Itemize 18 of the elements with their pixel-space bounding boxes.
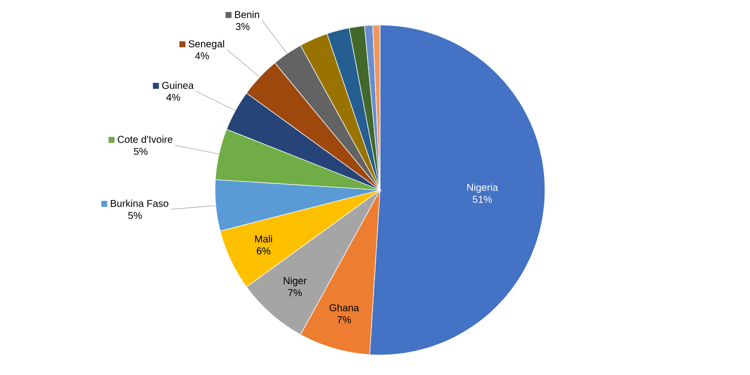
slice-label: Ghana xyxy=(330,304,360,312)
data-label: 3% xyxy=(236,23,250,30)
slice-label: Mali xyxy=(255,235,272,242)
legend-label: Guinea xyxy=(162,82,194,89)
data-label: 4% xyxy=(166,94,180,101)
data-label: 6% xyxy=(256,247,270,254)
legend-label: Cote d'Ivoire xyxy=(118,136,172,143)
data-label: 7% xyxy=(337,316,351,324)
data-label: 7% xyxy=(288,289,302,296)
slice-label: Nigeria xyxy=(467,184,498,193)
data-label: 4% xyxy=(195,52,209,60)
data-label: 5% xyxy=(134,148,148,155)
legend-label: Burkina Faso xyxy=(110,200,168,207)
data-label: 5% xyxy=(128,212,142,219)
slice-label: Niger xyxy=(284,276,307,286)
legend-label: Senegal xyxy=(188,40,224,50)
legend-label: Benin xyxy=(235,10,260,18)
data-label: 51% xyxy=(472,196,492,203)
